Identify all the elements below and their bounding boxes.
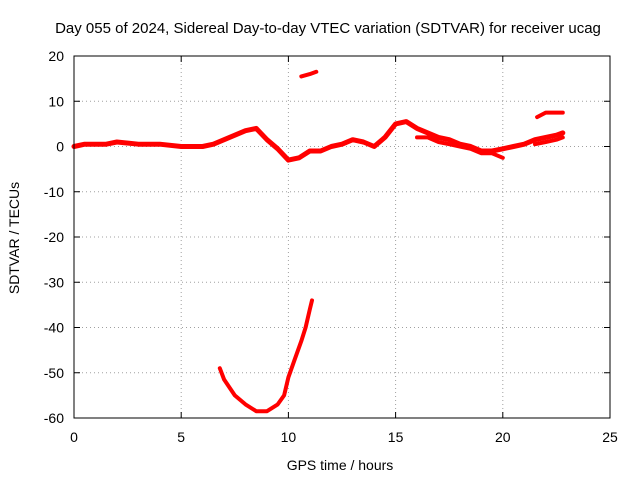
y-tick-label: 0 — [56, 139, 64, 155]
series-lower-band — [415, 135, 505, 160]
series-segment-near-16 — [299, 69, 319, 79]
x-tick-label: 15 — [388, 429, 404, 445]
series-layer — [71, 69, 566, 414]
x-axis-label: GPS time / hours — [287, 457, 394, 473]
series-segment-near-8 — [535, 110, 565, 120]
y-tick-label: -30 — [44, 274, 64, 290]
ticks-layer: 0 5 10 15 20 25 -60 -50 -40 -30 -20 -10 0 10 20 — [44, 48, 618, 445]
x-tick-label: 0 — [70, 429, 78, 445]
y-tick-label: -10 — [44, 184, 64, 200]
y-tick-label: -40 — [44, 320, 64, 336]
series-main-track — [71, 119, 566, 163]
chart-title: Day 055 of 2024, Sidereal Day-to-day VTE… — [55, 20, 601, 37]
grid-layer — [74, 56, 610, 418]
y-tick-label: -20 — [44, 229, 64, 245]
x-tick-label: 10 — [281, 429, 297, 445]
y-tick-label: -50 — [44, 365, 64, 381]
series-secondary-band — [533, 135, 565, 147]
y-tick-label: -60 — [44, 410, 64, 426]
x-tick-label: 20 — [495, 429, 511, 445]
y-tick-label: 20 — [48, 48, 64, 64]
series-dip-arc — [217, 298, 314, 414]
y-axis-label: SDTVAR / TECUs — [6, 182, 22, 294]
x-tick-label: 5 — [177, 429, 185, 445]
plot-border — [73, 55, 611, 419]
x-tick-label: 25 — [602, 429, 618, 445]
y-tick-label: 10 — [48, 93, 64, 109]
